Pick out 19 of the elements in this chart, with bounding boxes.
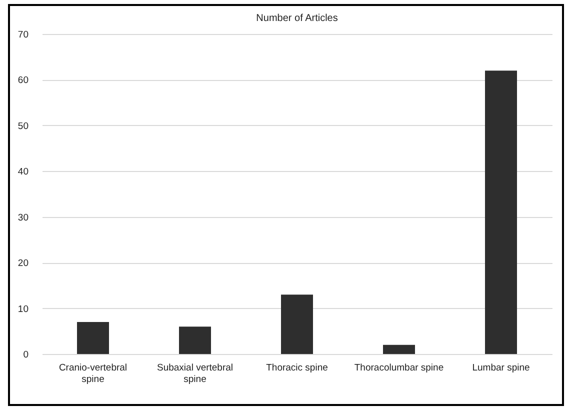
bar [179,326,211,354]
y-tick-label: 10 [18,304,28,315]
y-tick-label: 60 [18,75,28,86]
chart-title: Number of Articles [256,13,338,24]
x-tick-label: Subaxial vertebral spine [156,362,234,385]
bar [77,322,109,354]
bar [281,294,313,354]
y-tick-label: 40 [18,166,28,178]
bar [383,344,415,354]
y-tick-label: 50 [18,120,28,132]
x-tick-label: Thoracolumbar spine [354,362,444,374]
bar [485,70,517,354]
x-tick-label: Thoracic spine [266,362,328,374]
x-tick-label: Lumbar spine [472,362,530,374]
y-tick-label: 70 [18,30,28,40]
y-tick-label: 0 [23,350,28,360]
y-tick-label: 20 [18,258,28,270]
y-tick-label: 30 [18,212,28,224]
x-tick-label: Cranio-vertebral spine [58,362,128,385]
